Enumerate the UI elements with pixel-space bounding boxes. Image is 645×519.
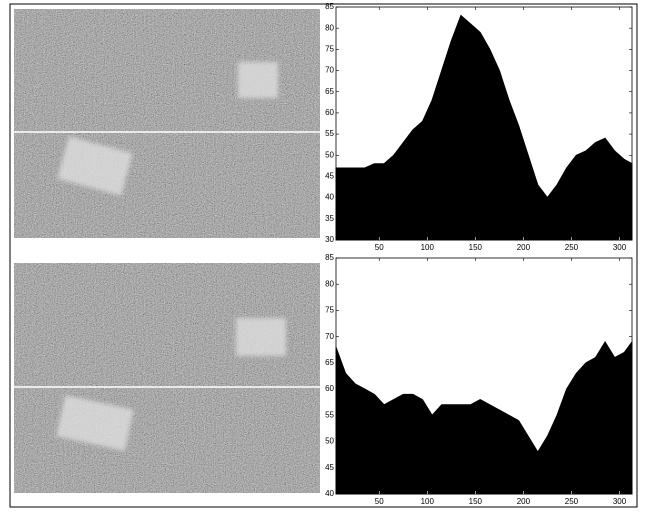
y-tick-label: 80 [325, 23, 334, 32]
y-tick-label: 40 [325, 193, 334, 202]
plot-frame [335, 257, 633, 495]
plot-frame [335, 6, 633, 241]
y-tick-label: 85 [325, 2, 334, 11]
x-tick-label: 50 [375, 243, 384, 252]
x-tick-label: 150 [469, 497, 483, 506]
x-tick-label: 250 [565, 243, 579, 252]
y-tick-label: 35 [325, 214, 334, 223]
x-tick-label: 150 [469, 243, 483, 252]
y-tick-label: 30 [325, 235, 334, 244]
y-tick-label: 50 [325, 150, 334, 159]
y-tick-label: 70 [325, 66, 334, 75]
y-tick-label: 55 [325, 129, 334, 138]
image-bottom [14, 263, 320, 493]
area [335, 14, 633, 241]
x-tick-label: 300 [613, 497, 627, 506]
y-tick-label: 40 [325, 489, 334, 498]
x-tick-label: 200 [517, 243, 531, 252]
x-tick-label: 50 [375, 497, 384, 506]
y-tick-label: 50 [325, 437, 334, 446]
y-tick-label: 85 [325, 253, 334, 262]
area [335, 340, 633, 495]
y-tick-label: 55 [325, 410, 334, 419]
x-tick-label: 100 [421, 497, 435, 506]
y-tick-label: 60 [325, 384, 334, 393]
image-top [14, 9, 320, 238]
y-tick-label: 45 [325, 463, 334, 472]
x-tick-label: 100 [421, 243, 435, 252]
y-tick-label: 75 [325, 306, 334, 315]
y-tick-label: 70 [325, 332, 334, 341]
x-tick-label: 300 [613, 243, 627, 252]
y-tick-label: 75 [325, 44, 334, 53]
y-tick-label: 65 [325, 358, 334, 367]
y-tick-label: 60 [325, 108, 334, 117]
x-tick-label: 250 [565, 497, 579, 506]
y-tick-label: 65 [325, 87, 334, 96]
x-tick-label: 200 [517, 497, 531, 506]
frame [9, 3, 638, 508]
y-tick-label: 45 [325, 172, 334, 181]
y-tick-label: 80 [325, 279, 334, 288]
